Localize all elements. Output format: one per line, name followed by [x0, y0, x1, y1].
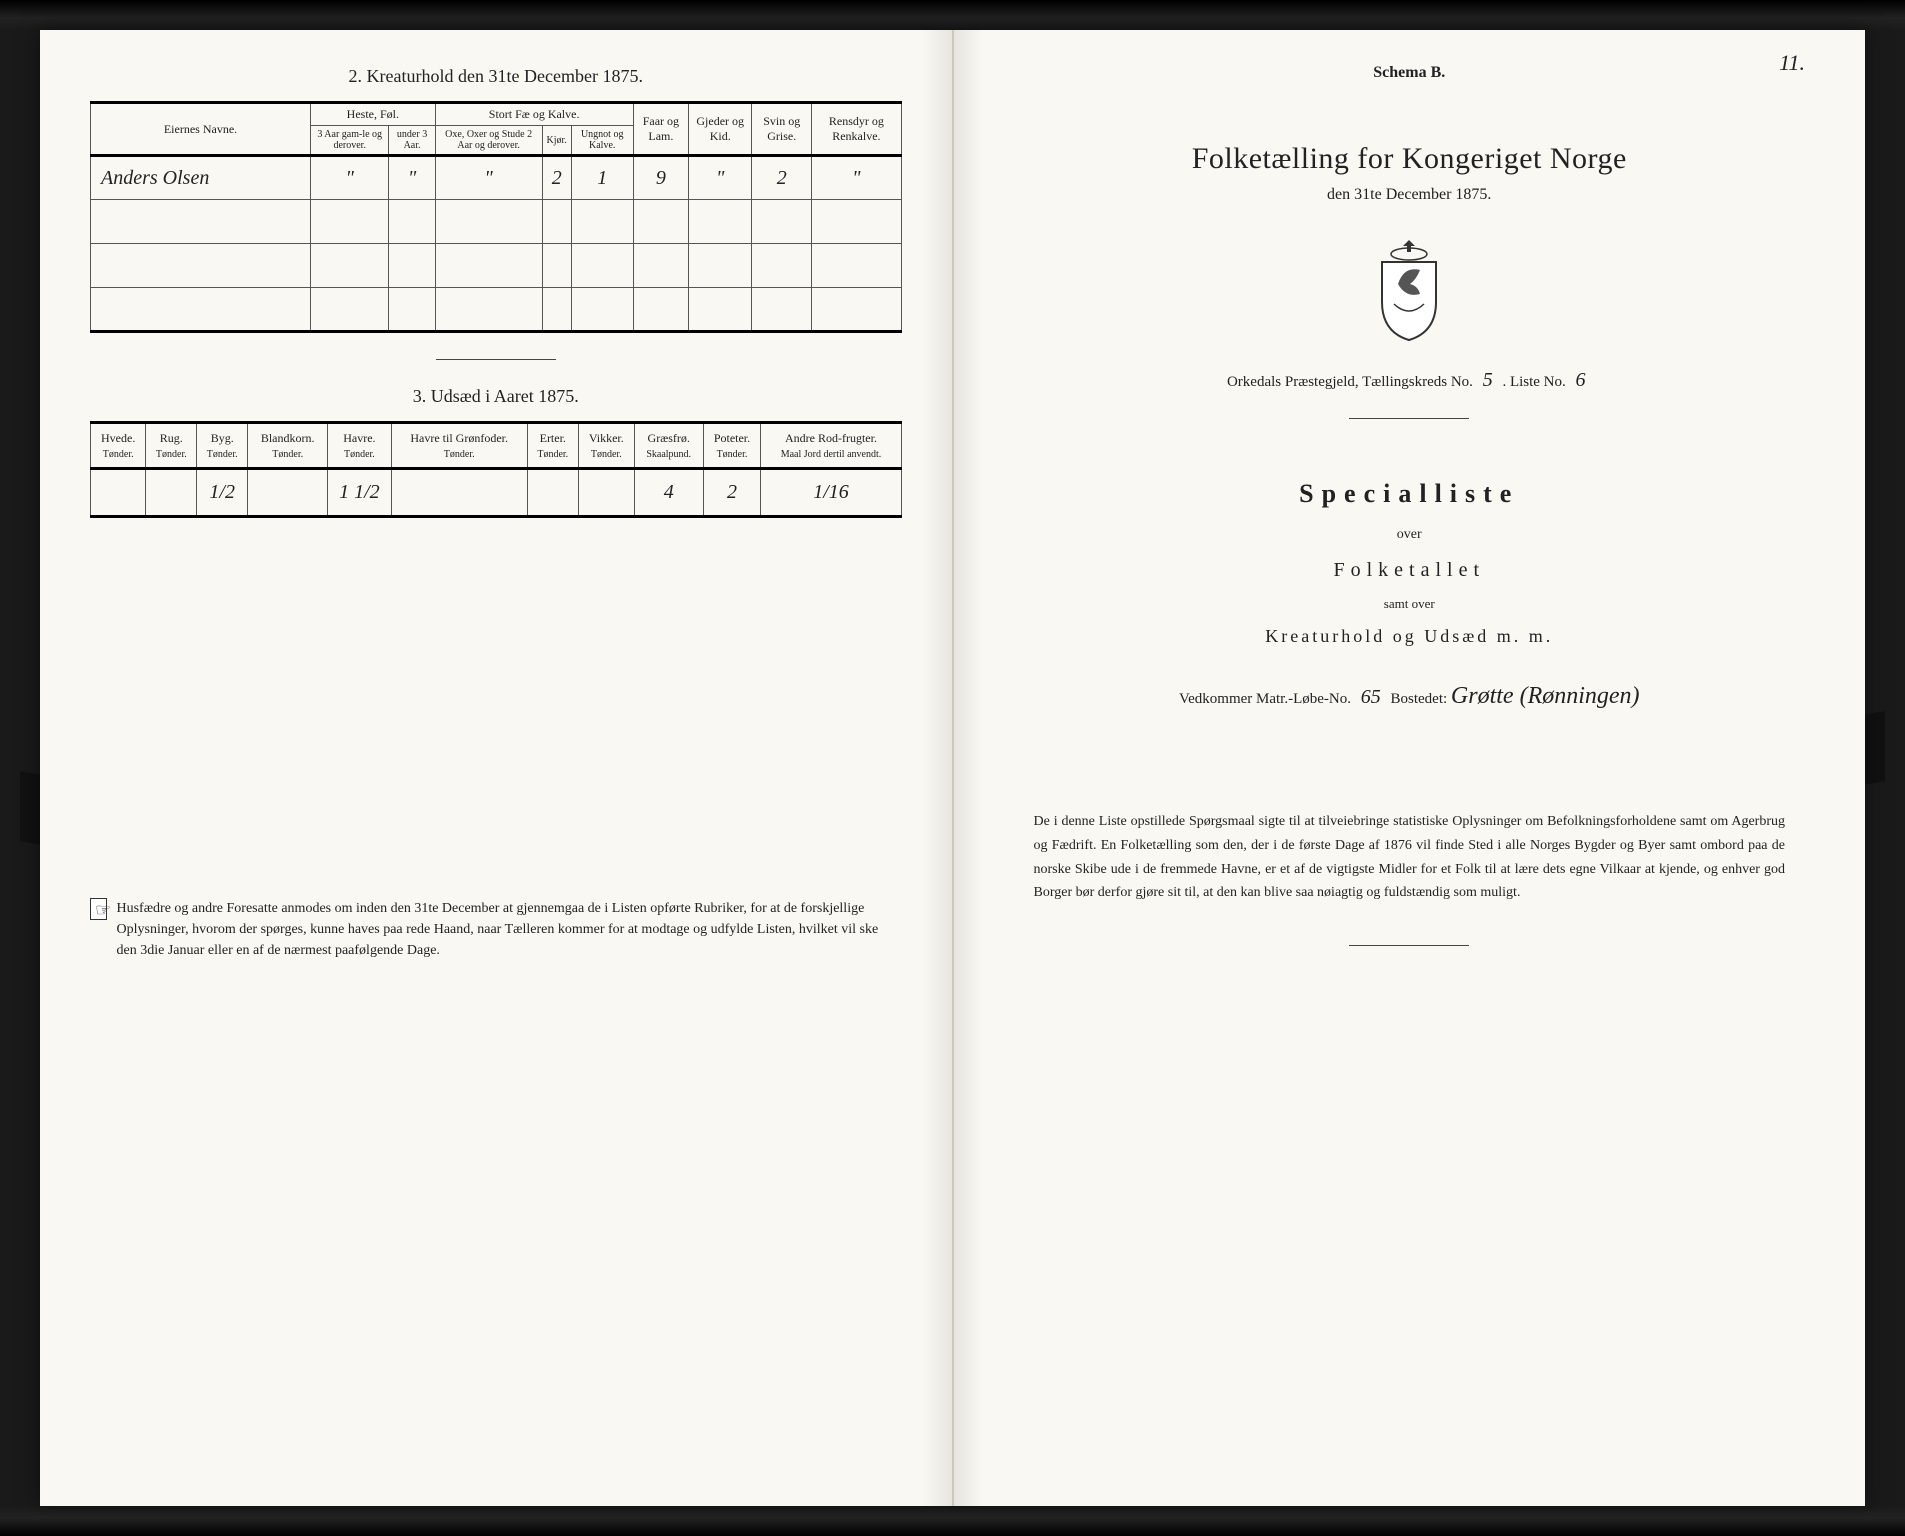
col-owner: Eiernes Navne.	[91, 103, 311, 156]
h-havreg: Havre til Grønfoder.Tønder.	[391, 423, 527, 469]
h-erter: Erter.Tønder.	[527, 423, 578, 469]
cell: 1/2	[197, 469, 248, 517]
col-stort-c: Ungnot og Kalve.	[571, 126, 633, 156]
cell: 2	[542, 156, 571, 200]
h-vikker: Vikker.Tønder.	[578, 423, 634, 469]
col-faar: Faar og Lam.	[633, 103, 689, 156]
cell: "	[435, 156, 542, 200]
spine-shadow	[922, 30, 952, 1506]
col-heste: Heste, Føl.	[311, 103, 436, 126]
book-spread: 2. Kreaturhold den 31te December 1875. E…	[40, 30, 1865, 1506]
pointer-icon	[90, 898, 107, 920]
cell: "	[689, 156, 752, 200]
cell: 9	[633, 156, 689, 200]
samt-label: samt over	[1004, 596, 1816, 612]
spine-shadow	[954, 30, 984, 1506]
cell: "	[812, 156, 901, 200]
cell: 2	[703, 469, 761, 517]
right-page: 11. Schema B. Folketælling for Kongerige…	[954, 30, 1866, 1506]
cell: "	[311, 156, 389, 200]
cell: 2	[752, 156, 812, 200]
bosted-label: Bostedet:	[1391, 691, 1451, 707]
page-number: 11.	[1779, 50, 1805, 76]
livestock-table: Eiernes Navne. Heste, Føl. Stort Fæ og K…	[90, 101, 902, 333]
col-heste-b: under 3 Aar.	[389, 126, 435, 156]
bosted-value: Grøtte (Rønningen)	[1451, 683, 1640, 709]
col-svin: Svin og Grise.	[752, 103, 812, 156]
footnote-block: Husfædre og andre Foresatte anmodes om i…	[90, 898, 902, 961]
sowing-table: Hvede.Tønder. Rug.Tønder. Byg.Tønder. Bl…	[90, 421, 902, 518]
census-subtitle: den 31te December 1875.	[1004, 186, 1816, 204]
cell: 4	[634, 469, 703, 517]
h-byg: Byg.Tønder.	[197, 423, 248, 469]
specialliste: Specialliste	[1004, 479, 1816, 509]
parish-line: Orkedals Præstegjeld, Tællingskreds No. …	[1004, 369, 1816, 392]
col-stort-a: Oxe, Oxer og Stude 2 Aar og derover.	[435, 126, 542, 156]
h-bland: Blandkorn.Tønder.	[248, 423, 328, 469]
col-heste-a: 3 Aar gam-le og derover.	[311, 126, 389, 156]
divider	[436, 359, 556, 360]
top-edge	[0, 0, 1905, 30]
col-stort: Stort Fæ og Kalve.	[435, 103, 633, 126]
parish-post: . Liste No.	[1502, 374, 1569, 390]
section3-title: 3. Udsæd i Aaret 1875.	[90, 386, 902, 407]
footnote-text: Husfædre og andre Foresatte anmodes om i…	[117, 898, 902, 961]
cell: 1	[571, 156, 633, 200]
cell: "	[389, 156, 435, 200]
owner-cell: Anders Olsen	[91, 156, 311, 200]
schema-label: Schema B.	[1004, 64, 1816, 82]
parish-mid: Præstegjeld, Tællingskreds No.	[1285, 374, 1477, 390]
kreaturhold: Kreaturhold og Udsæd m. m.	[1004, 626, 1816, 647]
kreds-num: 5	[1477, 369, 1499, 391]
folketallet: Folketallet	[1004, 559, 1816, 582]
cell	[91, 469, 146, 517]
h-graes: Græsfrø.Skaalpund.	[634, 423, 703, 469]
h-hvede: Hvede.Tønder.	[91, 423, 146, 469]
cell	[578, 469, 634, 517]
cell	[248, 469, 328, 517]
over-label: over	[1004, 527, 1816, 543]
h-andre: Andre Rod-frugter.Maal Jord dertil anven…	[761, 423, 901, 469]
vedkommer-line: Vedkommer Matr.-Løbe-No. 65 Bostedet: Gr…	[1004, 683, 1816, 710]
liste-num: 6	[1570, 369, 1592, 391]
cell: 1 1/2	[328, 469, 391, 517]
col-gjed: Gjeder og Kid.	[689, 103, 752, 156]
matr-num: 65	[1355, 686, 1387, 708]
bottom-edge	[0, 1506, 1905, 1536]
left-page: 2. Kreaturhold den 31te December 1875. E…	[40, 30, 954, 1506]
cell	[527, 469, 578, 517]
section2-title: 2. Kreaturhold den 31te December 1875.	[90, 66, 902, 87]
col-stort-b: Kjør.	[542, 126, 571, 156]
ved-pre: Vedkommer Matr.-Løbe-No.	[1179, 691, 1355, 707]
cell: 1/16	[761, 469, 901, 517]
h-havre: Havre.Tønder.	[328, 423, 391, 469]
body-paragraph: De i denne Liste opstillede Spørgsmaal s…	[1034, 810, 1786, 905]
h-rug: Rug.Tønder.	[146, 423, 197, 469]
col-rens: Rensdyr og Renkalve.	[812, 103, 901, 156]
divider	[1349, 418, 1469, 419]
coat-of-arms-icon	[1004, 234, 1816, 349]
divider	[1349, 945, 1469, 946]
census-title: Folketælling for Kongeriget Norge	[1004, 142, 1816, 176]
cell	[391, 469, 527, 517]
h-potet: Poteter.Tønder.	[703, 423, 761, 469]
parish-pre: Orkedals	[1227, 374, 1281, 390]
cell	[146, 469, 197, 517]
